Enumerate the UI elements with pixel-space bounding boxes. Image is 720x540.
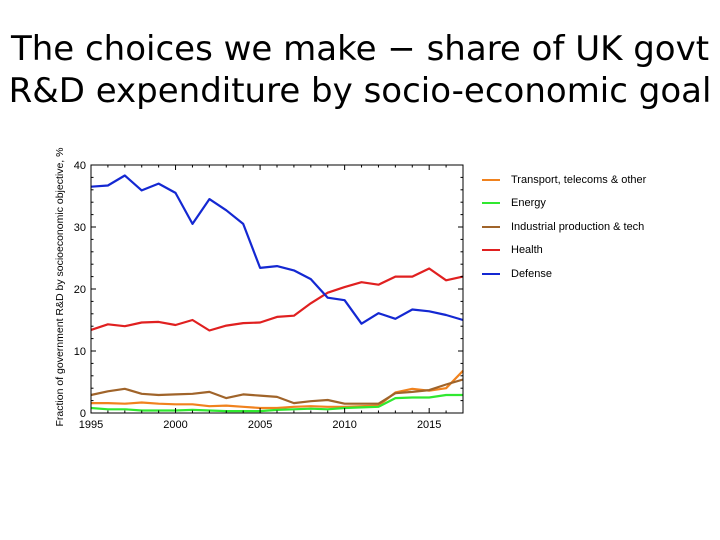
x-tick-label: 2015 <box>417 419 441 431</box>
y-tick-label: 30 <box>74 222 86 234</box>
legend-label: Health <box>511 244 543 257</box>
legend-item: Energy <box>482 192 646 216</box>
series-line-2 <box>90 378 464 405</box>
chart-legend: Transport, telecoms & other Energy Industr… <box>482 168 646 286</box>
series-line-3 <box>90 267 464 332</box>
legend-label: Energy <box>511 197 546 210</box>
legend-swatch <box>482 249 500 252</box>
series-line-0 <box>91 370 464 410</box>
y-tick-label: 0 <box>80 408 86 420</box>
plot-frame <box>90 164 464 414</box>
x-tick-label: 1995 <box>79 419 103 431</box>
y-tick-label: 20 <box>74 284 86 296</box>
x-tick-label: 2000 <box>163 419 187 431</box>
legend-swatch <box>482 178 500 181</box>
legend-label: Transport, telecoms & other <box>511 173 647 186</box>
slide-title-line-1: The choices we make − share of UK govt <box>10 29 710 69</box>
legend-item: Defense <box>482 262 646 286</box>
y-axis-label: Fraction of government R&D by socioecono… <box>54 148 66 427</box>
legend-label: Industrial production & tech <box>511 220 645 233</box>
legend-item: Transport, telecoms & other <box>482 168 646 192</box>
legend-swatch <box>482 272 500 275</box>
legend-swatch <box>482 225 500 228</box>
legend-item: Industrial production & tech <box>482 215 646 239</box>
series-line-1 <box>90 393 463 413</box>
slide-title-line-2: R&D expenditure by socio-economic goal <box>8 71 712 111</box>
series-line-4 <box>90 174 464 325</box>
y-tick-label: 10 <box>74 346 86 358</box>
x-tick-label: 2010 <box>332 419 356 431</box>
legend-label: Defense <box>511 267 552 280</box>
legend-swatch <box>482 202 500 205</box>
slide-title: The choices we make − share of UK govt R… <box>0 28 720 112</box>
y-tick-label: 40 <box>74 160 86 172</box>
legend-item: Health <box>482 239 646 263</box>
x-tick-label: 2005 <box>248 419 272 431</box>
